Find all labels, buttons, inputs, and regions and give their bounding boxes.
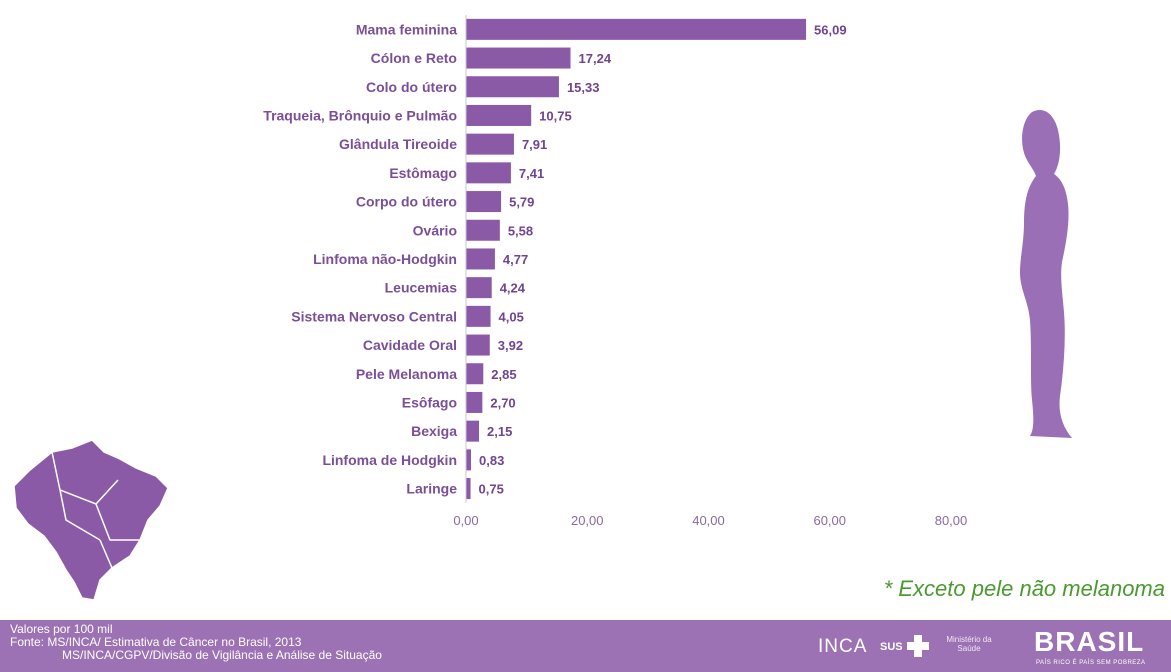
category-label: Ovário	[413, 222, 457, 238]
category-label: Cavidade Oral	[363, 337, 457, 353]
x-axis-ticks: 0,00 20,00 40,00 60,00 80,00	[453, 513, 967, 528]
value-label: 3,92	[498, 338, 523, 353]
value-label: 0,75	[479, 482, 504, 497]
category-label: Colo do útero	[366, 79, 457, 95]
bar	[466, 162, 511, 184]
category-label: Corpo do útero	[356, 194, 457, 210]
x-tick-label: 80,00	[935, 513, 968, 528]
value-label: 5,79	[509, 195, 534, 210]
x-tick-label: 60,00	[813, 513, 846, 528]
brazil-map-icon	[13, 439, 169, 601]
value-label: 4,77	[503, 252, 528, 267]
category-label: Pele Melanoma	[356, 366, 457, 382]
category-label: Estômago	[389, 165, 457, 181]
ministerio-logo: Ministério da Saúde	[946, 635, 992, 653]
category-label: Linfoma de Hodgkin	[322, 452, 457, 468]
value-label: 17,24	[579, 51, 612, 66]
bar	[466, 449, 472, 471]
category-label: Esôfago	[402, 394, 457, 410]
category-label: Sistema Nervoso Central	[291, 308, 457, 324]
bar	[466, 18, 807, 40]
bar	[466, 76, 559, 98]
bar	[466, 133, 514, 155]
category-label: Mama feminina	[356, 21, 457, 37]
bar	[466, 104, 532, 126]
value-label: 5,58	[508, 223, 533, 238]
bar	[466, 248, 495, 270]
x-tick-label: 40,00	[692, 513, 725, 528]
bar	[466, 478, 471, 500]
bars-layer: Mama feminina 56,09 Cólon e Reto 17,24 Colo …	[263, 18, 847, 500]
bar	[466, 191, 502, 213]
value-label: 56,09	[814, 22, 847, 37]
category-label: Laringe	[406, 481, 457, 497]
category-label: Traqueia, Brônquio e Pulmão	[263, 107, 457, 123]
x-tick-label: 20,00	[571, 513, 604, 528]
value-label: 7,91	[522, 137, 547, 152]
footnote-note: * Exceto pele não melanoma	[883, 576, 1165, 601]
bar	[466, 391, 483, 413]
brasil-slogan: PAÍS RICO É PAÍS SEM POBREZA	[1036, 660, 1146, 666]
female-silhouette-icon	[1020, 110, 1072, 438]
values-note: Valores por 100 mil	[10, 622, 113, 636]
source-text: Valores por 100 mil Fonte: MS/INCA/ Esti…	[10, 623, 382, 662]
brasil-logo: BRASIL	[1034, 626, 1145, 657]
source-line-1: Fonte: MS/INCA/ Estimativa de Câncer no …	[10, 635, 302, 649]
value-label: 10,75	[539, 108, 572, 123]
value-label: 0,83	[479, 453, 504, 468]
x-tick-label: 0,00	[453, 513, 478, 528]
sus-plus-icon	[907, 635, 929, 657]
value-label: 2,15	[487, 424, 512, 439]
bar	[466, 277, 492, 299]
bar	[466, 363, 484, 385]
value-label: 4,24	[500, 281, 526, 296]
sus-logo: SUS	[880, 641, 903, 653]
category-label: Cólon e Reto	[371, 50, 457, 66]
bar	[466, 219, 500, 241]
category-label: Leucemias	[385, 280, 458, 296]
bar-chart: Mama feminina 56,09 Cólon e Reto 17,24 Colo …	[13, 15, 1072, 601]
value-label: 2,85	[491, 367, 516, 382]
value-label: 15,33	[567, 80, 600, 95]
category-label: Linfoma não-Hodgkin	[313, 251, 457, 267]
bar	[466, 334, 490, 356]
value-label: 2,70	[490, 395, 515, 410]
value-label: 7,41	[519, 166, 544, 181]
value-label: 4,05	[499, 309, 524, 324]
bar	[466, 420, 480, 442]
inca-logo: INCA	[818, 636, 868, 657]
category-label: Bexiga	[411, 423, 457, 439]
source-line-2: MS/INCA/CGPV/Divisão de Vigilância e Aná…	[62, 648, 382, 662]
category-label: Glândula Tireoide	[339, 136, 457, 152]
bar	[466, 47, 571, 69]
footer-bar: Valores por 100 mil Fonte: MS/INCA/ Esti…	[0, 620, 1171, 672]
bar	[466, 305, 491, 327]
